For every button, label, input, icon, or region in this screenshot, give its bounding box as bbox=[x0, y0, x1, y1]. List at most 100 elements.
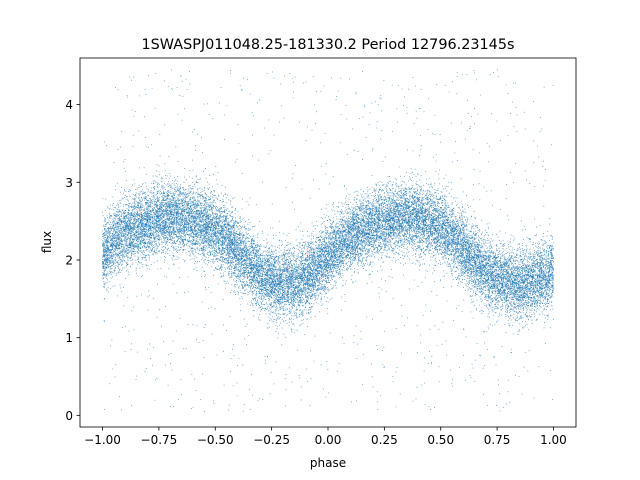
data-point bbox=[457, 251, 458, 252]
data-point bbox=[324, 239, 325, 240]
data-point bbox=[373, 196, 374, 197]
data-point bbox=[430, 243, 431, 244]
data-point bbox=[365, 226, 366, 227]
data-point bbox=[246, 248, 247, 249]
data-point bbox=[534, 397, 535, 398]
data-point bbox=[325, 258, 326, 259]
data-point bbox=[150, 252, 151, 253]
data-point bbox=[334, 258, 335, 259]
data-point bbox=[385, 207, 386, 208]
data-point bbox=[474, 123, 475, 124]
data-point bbox=[129, 220, 130, 221]
data-point bbox=[326, 361, 327, 362]
data-point bbox=[298, 257, 299, 258]
data-point bbox=[359, 258, 360, 259]
data-point bbox=[376, 245, 377, 246]
data-point bbox=[478, 230, 479, 231]
data-point bbox=[383, 243, 384, 244]
data-point bbox=[460, 274, 461, 275]
data-point bbox=[263, 265, 264, 266]
data-point bbox=[477, 343, 478, 344]
data-point bbox=[321, 278, 322, 279]
data-point bbox=[231, 258, 232, 259]
data-point bbox=[123, 249, 124, 250]
data-point bbox=[402, 89, 403, 90]
data-point bbox=[388, 242, 389, 243]
data-point bbox=[408, 241, 409, 242]
data-point bbox=[143, 225, 144, 226]
data-point bbox=[532, 291, 533, 292]
data-point bbox=[111, 268, 112, 269]
data-point bbox=[424, 214, 425, 215]
data-point bbox=[139, 210, 140, 211]
data-point bbox=[497, 69, 498, 70]
data-point bbox=[512, 263, 513, 264]
data-point bbox=[360, 253, 361, 254]
data-point bbox=[197, 325, 198, 326]
data-point bbox=[148, 234, 149, 235]
data-point bbox=[404, 202, 405, 203]
data-point bbox=[136, 228, 137, 229]
data-point bbox=[325, 284, 326, 285]
data-point bbox=[331, 227, 332, 228]
data-point bbox=[324, 221, 325, 222]
data-point bbox=[196, 238, 197, 239]
data-point bbox=[538, 252, 539, 253]
data-point bbox=[526, 266, 527, 267]
data-point bbox=[453, 221, 454, 222]
data-point bbox=[519, 243, 520, 244]
data-point bbox=[228, 199, 229, 200]
data-point bbox=[374, 256, 375, 257]
data-point bbox=[327, 313, 328, 314]
data-point bbox=[493, 315, 494, 316]
data-point bbox=[216, 210, 217, 211]
data-point bbox=[471, 216, 472, 217]
data-point bbox=[412, 77, 413, 78]
data-point bbox=[205, 233, 206, 234]
data-point bbox=[329, 261, 330, 262]
data-point bbox=[500, 243, 501, 244]
data-point bbox=[409, 231, 410, 232]
data-point bbox=[331, 228, 332, 229]
data-point bbox=[419, 180, 420, 181]
data-point bbox=[257, 102, 258, 103]
chart-title: 1SWASPJ011048.25-181330.2 Period 12796.2… bbox=[142, 37, 515, 53]
data-point bbox=[530, 272, 531, 273]
data-point bbox=[429, 224, 430, 225]
data-point bbox=[125, 278, 126, 279]
data-point bbox=[401, 209, 402, 210]
data-point bbox=[265, 271, 266, 272]
data-point bbox=[136, 230, 137, 231]
data-point bbox=[142, 242, 143, 243]
data-point bbox=[361, 196, 362, 197]
data-point bbox=[453, 224, 454, 225]
data-point bbox=[383, 364, 384, 365]
data-point bbox=[159, 210, 160, 211]
data-point bbox=[357, 191, 358, 192]
data-point bbox=[251, 285, 252, 286]
data-point bbox=[505, 314, 506, 315]
data-point bbox=[415, 204, 416, 205]
data-point bbox=[402, 241, 403, 242]
data-point bbox=[474, 108, 475, 109]
data-point bbox=[551, 144, 552, 145]
data-point bbox=[155, 236, 156, 237]
data-point bbox=[367, 219, 368, 220]
data-point bbox=[491, 256, 492, 257]
data-point bbox=[389, 250, 390, 251]
data-point bbox=[250, 274, 251, 275]
data-point bbox=[426, 235, 427, 236]
data-point bbox=[208, 262, 209, 263]
data-point bbox=[540, 283, 541, 284]
data-point bbox=[201, 259, 202, 260]
data-point bbox=[225, 250, 226, 251]
data-point bbox=[390, 242, 391, 243]
data-point bbox=[425, 277, 426, 278]
data-point bbox=[259, 287, 260, 288]
data-point bbox=[401, 229, 402, 230]
data-point bbox=[528, 298, 529, 299]
data-point bbox=[375, 245, 376, 246]
data-point bbox=[534, 304, 535, 305]
data-point bbox=[251, 286, 252, 287]
data-point bbox=[385, 280, 386, 281]
